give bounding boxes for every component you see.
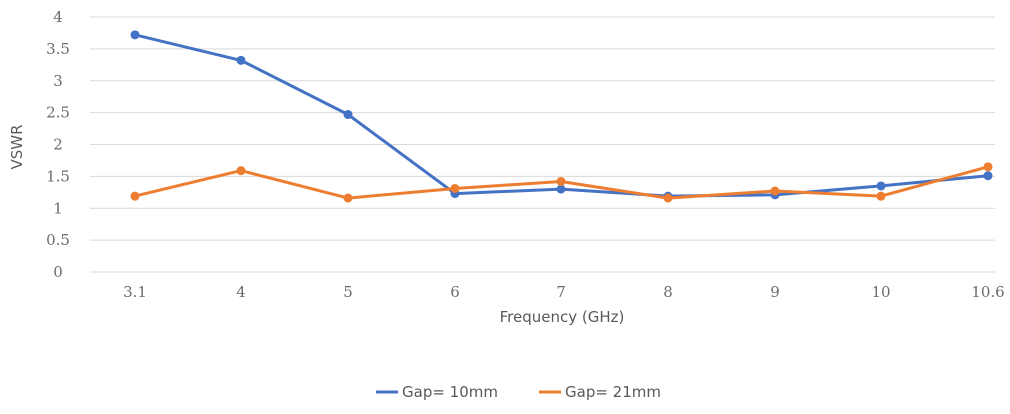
- x-tick-label: 7: [556, 283, 566, 301]
- x-tick-label: 3.1: [123, 283, 147, 301]
- y-tick-label: 0: [53, 263, 63, 281]
- x-tick-label: 4: [236, 283, 246, 301]
- data-point: [983, 162, 993, 172]
- x-tick-label: 8: [663, 283, 673, 301]
- y-tick-label: 2.5: [46, 104, 70, 122]
- x-tick-label: 9: [770, 283, 780, 301]
- y-tick-label: 3.5: [46, 40, 70, 58]
- data-point: [450, 183, 460, 193]
- data-point: [236, 166, 246, 176]
- x-tick-label: 10: [871, 283, 890, 301]
- data-point: [343, 193, 353, 203]
- data-point: [236, 55, 246, 65]
- y-axis-ticks: 0 0.5 1 1.5 2 2.5 3 3.5 4: [46, 8, 70, 281]
- x-axis-title: Frequency (GHz): [500, 308, 625, 326]
- series-lines: [130, 30, 993, 203]
- legend: Gap= 10mm Gap= 21mm: [376, 383, 661, 401]
- legend-label: Gap= 10mm: [402, 383, 498, 401]
- series-line-1: [133, 33, 990, 198]
- grid-lines: [90, 16, 995, 273]
- y-tick-label: 4: [53, 8, 63, 26]
- x-tick-label: 6: [450, 283, 460, 301]
- data-point: [130, 191, 140, 201]
- y-axis-title: VSWR: [8, 124, 26, 169]
- y-tick-label: 0.5: [46, 231, 70, 249]
- data-point: [556, 184, 566, 194]
- y-tick-label: 2: [53, 136, 63, 154]
- data-point: [130, 30, 140, 40]
- data-point: [876, 191, 886, 201]
- x-tick-label: 5: [343, 283, 353, 301]
- y-tick-label: 1.5: [46, 167, 70, 185]
- legend-label: Gap= 21mm: [565, 383, 661, 401]
- data-point: [770, 186, 780, 196]
- y-tick-label: 3: [53, 72, 63, 90]
- x-tick-label: 10.6: [971, 283, 1004, 301]
- data-point: [343, 110, 353, 120]
- y-tick-label: 1: [53, 199, 63, 217]
- data-point: [556, 176, 566, 186]
- x-axis-ticks: 3.1 4 5 6 7 8 9 10 10.6: [123, 283, 1005, 301]
- data-point: [663, 193, 673, 203]
- data-point: [876, 181, 886, 191]
- data-point: [983, 171, 993, 181]
